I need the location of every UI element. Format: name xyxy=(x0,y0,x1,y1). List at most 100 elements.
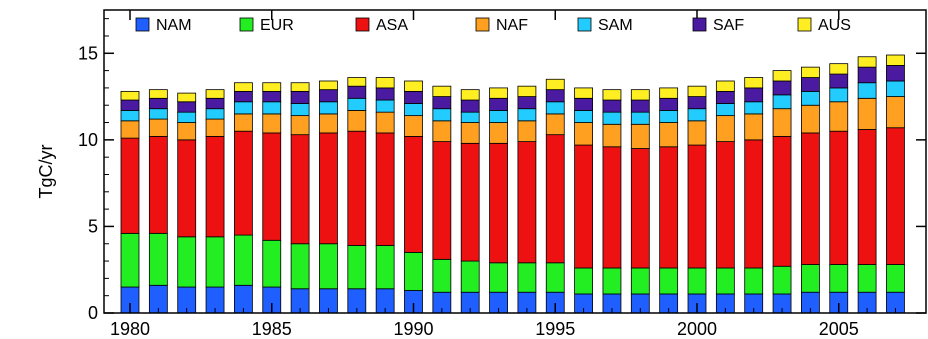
bar-eur-1989 xyxy=(375,245,395,290)
y-tick-label: 10 xyxy=(78,130,98,150)
bar-asa-2002 xyxy=(744,139,764,269)
bar-eur-2003 xyxy=(772,265,792,295)
bar-saf-1995 xyxy=(545,89,565,103)
legend-swatch-aus xyxy=(797,17,812,32)
bar-aus-1982 xyxy=(177,92,197,103)
bar-sam-1984 xyxy=(233,101,253,115)
bar-eur-1993 xyxy=(489,262,508,293)
bar-naf-1989 xyxy=(375,111,395,134)
bar-saf-1998 xyxy=(630,99,650,113)
x-axis: 1980 1985 1990 1995 2000 2005 xyxy=(110,10,896,339)
bar-aus-1986 xyxy=(290,82,310,92)
bar-eur-2001 xyxy=(715,267,735,295)
legend-swatch-naf xyxy=(475,17,490,32)
bar-sam-2005 xyxy=(829,87,849,103)
bar-saf-1989 xyxy=(375,87,395,101)
bar-eur-1992 xyxy=(460,260,480,293)
bar-asa-1992 xyxy=(460,142,480,262)
bar-naf-2007 xyxy=(886,96,905,129)
bar-naf-1997 xyxy=(602,123,622,148)
bar-aus-1984 xyxy=(233,82,253,92)
x-tick-label: 1985 xyxy=(252,319,292,339)
bar-eur-2007 xyxy=(886,264,905,293)
bar-aus-2006 xyxy=(857,56,877,68)
y-tick-label: 15 xyxy=(78,43,98,63)
bar-eur-2002 xyxy=(744,267,764,295)
bar-saf-1999 xyxy=(659,97,679,111)
legend-swatch-sam xyxy=(577,17,592,32)
bar-sam-1982 xyxy=(177,111,197,123)
bar-sam-1980 xyxy=(120,110,140,122)
bar-asa-1987 xyxy=(319,132,338,245)
bar-aus-1981 xyxy=(148,89,168,99)
bar-sam-1994 xyxy=(517,108,537,122)
bar-naf-1998 xyxy=(630,123,650,149)
bar-sam-2000 xyxy=(687,108,707,122)
bar-sam-1998 xyxy=(630,111,650,125)
bar-naf-1995 xyxy=(545,113,565,136)
bar-eur-1994 xyxy=(517,262,537,293)
bar-sam-1987 xyxy=(319,101,338,115)
bar-aus-1990 xyxy=(404,80,423,92)
bar-asa-1989 xyxy=(375,132,395,246)
bar-sam-1988 xyxy=(347,97,367,111)
bar-naf-2005 xyxy=(829,101,849,132)
bar-aus-2003 xyxy=(772,70,792,82)
bar-aus-1988 xyxy=(347,77,367,87)
bars-layer xyxy=(120,54,905,314)
bar-asa-2007 xyxy=(886,127,905,265)
bar-asa-1980 xyxy=(120,137,140,234)
bar-eur-1999 xyxy=(659,267,679,295)
bar-saf-2000 xyxy=(687,96,707,110)
bar-naf-1990 xyxy=(404,115,423,137)
x-tick-label: 2005 xyxy=(819,319,859,339)
bar-saf-2004 xyxy=(801,77,820,92)
bar-sam-2004 xyxy=(801,90,820,106)
bar-saf-2003 xyxy=(772,80,792,96)
bar-asa-1990 xyxy=(404,135,423,253)
bar-naf-2003 xyxy=(772,108,792,137)
bar-eur-2006 xyxy=(857,264,877,293)
bar-sam-1992 xyxy=(460,111,480,123)
bar-asa-1994 xyxy=(517,141,537,264)
bar-asa-1981 xyxy=(148,135,168,234)
bar-saf-2007 xyxy=(886,65,905,82)
bar-naf-1992 xyxy=(460,122,480,144)
bar-sam-1995 xyxy=(545,101,565,115)
bar-eur-1986 xyxy=(290,243,310,290)
y-axis: 0 5 10 15 xyxy=(78,18,926,323)
bar-asa-1997 xyxy=(602,146,622,269)
bar-eur-1984 xyxy=(233,234,253,286)
y-tick-label: 5 xyxy=(88,216,98,236)
bar-naf-2000 xyxy=(687,120,707,146)
bar-saf-2005 xyxy=(829,73,849,89)
bar-sam-2003 xyxy=(772,94,792,110)
bar-naf-1983 xyxy=(205,118,225,137)
x-tick-label: 1990 xyxy=(393,319,433,339)
bar-eur-1988 xyxy=(347,245,367,290)
bar-eur-1997 xyxy=(602,267,622,295)
bar-asa-1985 xyxy=(262,132,282,241)
bar-aus-1985 xyxy=(262,82,282,92)
bar-naf-1988 xyxy=(347,110,367,132)
bar-asa-1988 xyxy=(347,130,367,246)
bar-aus-1983 xyxy=(205,89,225,99)
bar-aus-1991 xyxy=(432,85,452,97)
bar-eur-1996 xyxy=(574,267,593,295)
bar-naf-2004 xyxy=(801,104,820,134)
bar-aus-2001 xyxy=(715,80,735,92)
bar-naf-1993 xyxy=(489,122,508,144)
legend-label-eur: EUR xyxy=(260,17,294,34)
bar-eur-2005 xyxy=(829,264,849,293)
legend-swatch-asa xyxy=(355,17,370,32)
bar-naf-1994 xyxy=(517,120,537,142)
legend-label-asa: ASA xyxy=(376,17,408,34)
bar-eur-1995 xyxy=(545,262,565,293)
legend-swatch-nam xyxy=(135,17,150,32)
bar-naf-1999 xyxy=(659,122,679,148)
y-tick-label: 0 xyxy=(88,303,98,323)
bar-asa-1986 xyxy=(290,134,310,245)
bar-eur-1985 xyxy=(262,239,282,288)
bar-saf-1985 xyxy=(262,90,282,103)
